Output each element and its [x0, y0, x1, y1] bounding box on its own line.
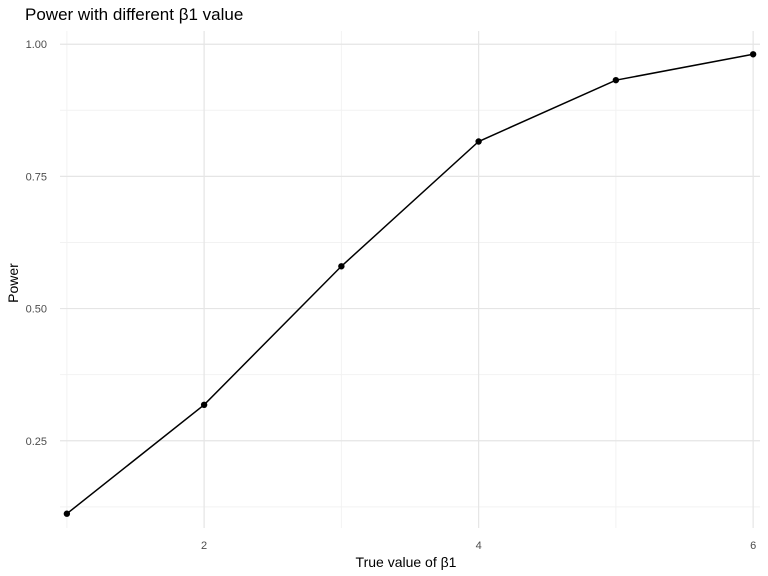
data-point-1 [63, 510, 71, 517]
x-tick-labels: 2 4 6 [201, 540, 756, 552]
data-point-3 [338, 263, 345, 270]
x-axis-title: True value of β1 [356, 554, 457, 570]
data-point-2 [200, 401, 208, 409]
x-tick-label-1: 2 [201, 540, 207, 552]
grid-major-x [203, 31, 754, 528]
grid-minor-y [60, 109, 760, 508]
chart-title: Power with different β1 value [25, 5, 243, 24]
y-tick-labels: 0.25 0.50 0.75 1.00 [26, 39, 47, 448]
y-tick-label-4: 1.00 [26, 39, 47, 51]
data-point-6 [749, 51, 757, 58]
data-point-5 [612, 76, 620, 84]
y-axis-title: Power [5, 263, 21, 303]
data-point-4 [475, 138, 482, 145]
x-tick-label-2: 4 [476, 540, 482, 552]
y-tick-label-1: 0.25 [26, 436, 47, 448]
grid-major-y [60, 43, 760, 442]
grid-minor-x [66, 31, 617, 528]
series-line [66, 53, 754, 515]
y-tick-label-3: 0.75 [26, 171, 47, 183]
y-tick-label-2: 0.50 [26, 304, 47, 316]
series-layer [63, 51, 757, 517]
x-tick-label-3: 6 [750, 540, 756, 552]
